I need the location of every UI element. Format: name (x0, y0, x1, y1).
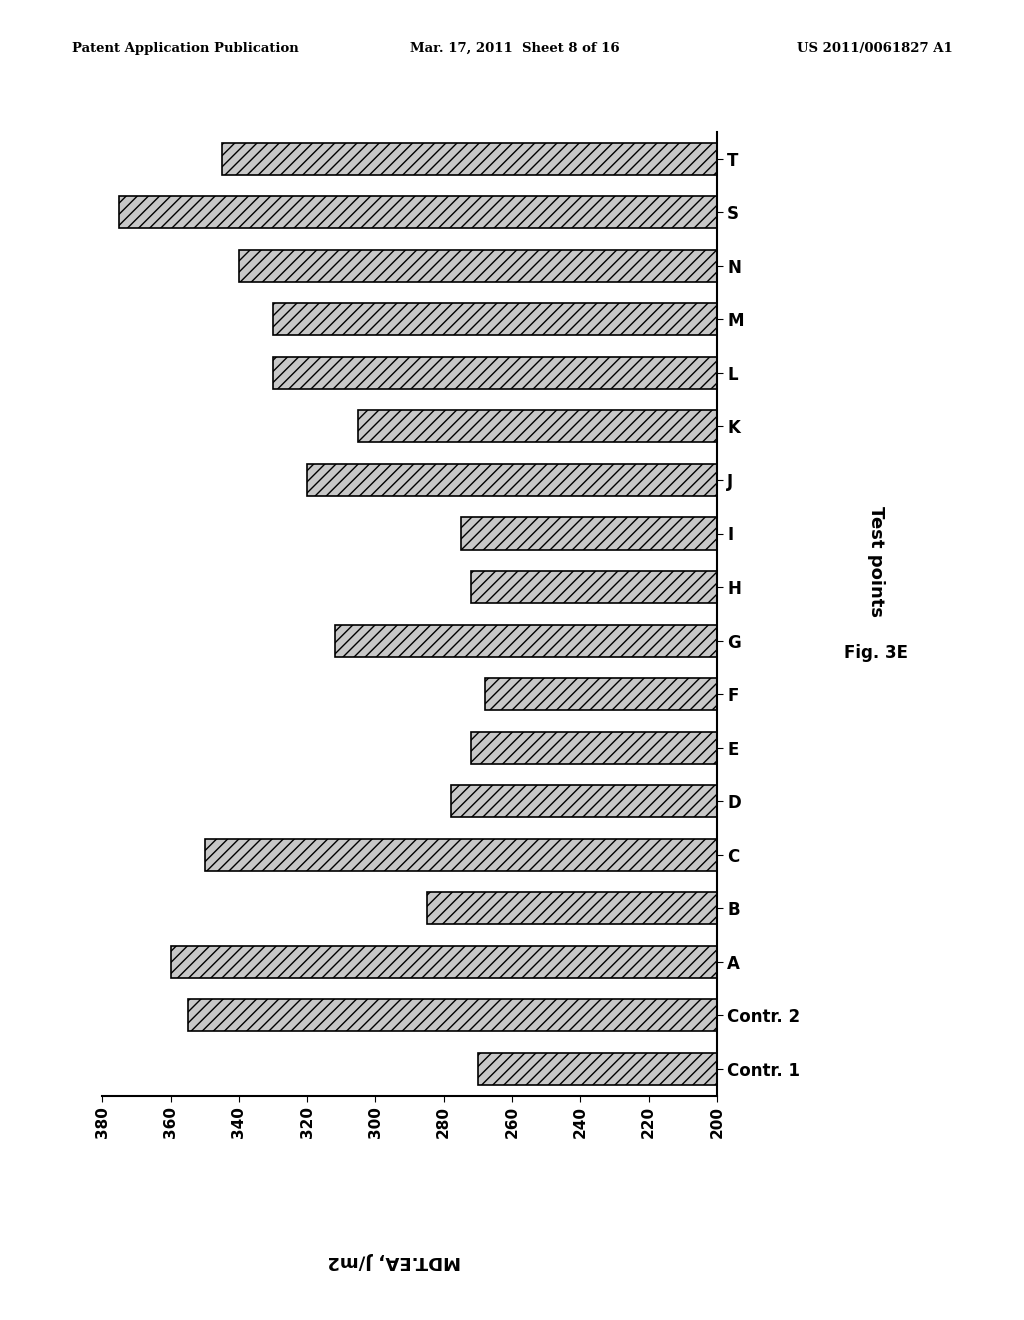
Text: MDT.EA, J/m2: MDT.EA, J/m2 (328, 1251, 461, 1270)
Bar (335, 624, 1024, 656)
Bar (273, 356, 1024, 389)
Bar (239, 249, 1024, 282)
Bar (222, 143, 1024, 174)
Bar (205, 838, 1024, 871)
Bar (461, 517, 1024, 549)
Bar (171, 945, 1024, 978)
Bar (471, 572, 1024, 603)
Bar (478, 1053, 1024, 1085)
Bar (187, 999, 1024, 1031)
Bar (358, 411, 1024, 442)
Text: Test points: Test points (866, 506, 885, 616)
Bar (273, 304, 1024, 335)
Bar (307, 463, 1024, 496)
Bar (484, 678, 1024, 710)
Bar (120, 197, 1024, 228)
Text: US 2011/0061827 A1: US 2011/0061827 A1 (797, 42, 952, 55)
Bar (471, 731, 1024, 764)
Bar (451, 785, 1024, 817)
Text: Patent Application Publication: Patent Application Publication (72, 42, 298, 55)
Bar (427, 892, 1024, 924)
Text: Fig. 3E: Fig. 3E (844, 644, 907, 663)
Text: Mar. 17, 2011  Sheet 8 of 16: Mar. 17, 2011 Sheet 8 of 16 (410, 42, 620, 55)
